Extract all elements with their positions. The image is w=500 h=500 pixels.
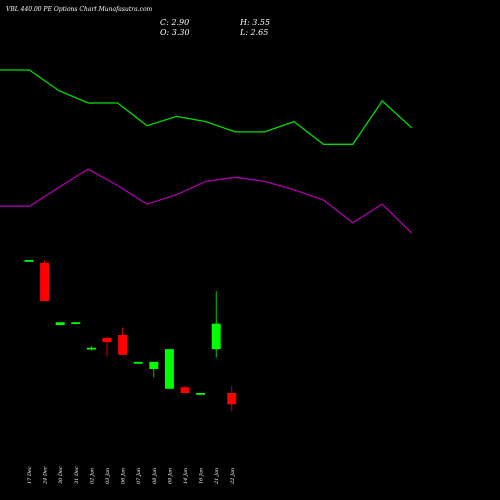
x-tick-label: 24 Dec — [43, 466, 49, 485]
x-tick-label: 31 Dec — [74, 466, 80, 484]
x-tick-label: 06 Jan — [121, 468, 127, 484]
low-value: L: 2.65 — [240, 28, 269, 37]
x-tick-label: 02 Jan — [89, 468, 95, 484]
candle-body — [118, 334, 128, 355]
candle-body — [164, 349, 174, 389]
high-value: H: 3.55 — [240, 18, 271, 27]
x-tick-label: 21 Jan — [214, 468, 220, 485]
candle-body — [133, 361, 143, 364]
x-tick-label: 16 Jan — [199, 468, 205, 484]
candle-body — [227, 393, 237, 405]
lower-band-line — [0, 168, 413, 234]
candles-group — [24, 260, 237, 412]
candle-body — [24, 260, 34, 262]
x-tick-label: 14 Jan — [183, 468, 189, 484]
candle-body — [71, 322, 81, 325]
close-value: C: 2.90 — [160, 18, 190, 27]
candle-body — [196, 393, 206, 395]
x-tick-label: 07 Jan — [136, 468, 142, 484]
candle-body — [149, 361, 159, 369]
candle-body — [211, 323, 221, 350]
x-tick-label: 09 Jan — [167, 468, 173, 484]
candle-body — [55, 322, 65, 326]
candle-body — [102, 337, 112, 343]
upper-band-line — [0, 69, 413, 145]
x-tick-label: 22 Jan — [230, 468, 236, 485]
candle-body — [40, 262, 50, 302]
candle-body — [86, 347, 96, 350]
x-axis-ticks: 17 Dec 24 Dec 30 Dec 31 Dec 02 Jan 03 Jan 06 J… — [27, 466, 236, 485]
chart-title: VBL 440.00 PE Options Chart Munafasutra.… — [6, 6, 153, 13]
x-tick-label: 30 Dec — [58, 466, 64, 484]
x-tick-label: 03 Jan — [105, 468, 111, 484]
candle-body — [180, 387, 190, 393]
x-tick-label: 17 Dec — [27, 466, 33, 484]
open-value: O: 3.30 — [160, 28, 190, 37]
x-tick-label: 08 Jan — [152, 468, 158, 484]
